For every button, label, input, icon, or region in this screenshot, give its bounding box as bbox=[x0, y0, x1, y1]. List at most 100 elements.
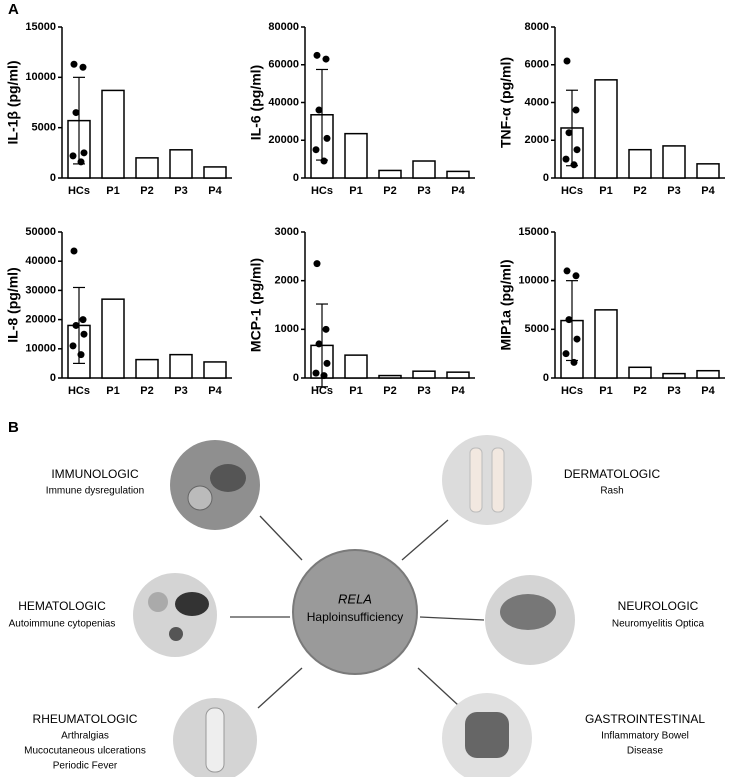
y-tick-label: 2000 bbox=[275, 275, 299, 287]
data-point bbox=[69, 152, 77, 160]
bar bbox=[446, 170, 470, 179]
x-tick-label: HCs bbox=[311, 385, 333, 397]
node-title: DERMATOLOGIC bbox=[564, 467, 661, 481]
bar bbox=[135, 358, 159, 379]
bar bbox=[628, 148, 652, 179]
data-point bbox=[70, 247, 78, 255]
bar bbox=[412, 370, 436, 379]
bar bbox=[344, 132, 368, 179]
panel-label: B bbox=[8, 419, 19, 436]
data-point bbox=[565, 316, 573, 324]
bar bbox=[169, 149, 193, 179]
x-tick-label: P1 bbox=[349, 185, 362, 197]
y-tick-label: 40000 bbox=[268, 96, 299, 108]
data-point bbox=[323, 134, 331, 142]
x-tick-label: HCs bbox=[561, 185, 583, 197]
node-text: Neuromyelitis Optica bbox=[612, 619, 705, 630]
y-tick-label: 20000 bbox=[268, 134, 299, 146]
connectors bbox=[230, 515, 485, 709]
icon-detail bbox=[469, 447, 483, 513]
data-point bbox=[69, 342, 77, 350]
y-tick-label: 0 bbox=[293, 372, 299, 384]
data-point bbox=[72, 321, 80, 329]
icon-detail bbox=[210, 464, 246, 492]
y-tick-label: 15000 bbox=[518, 226, 549, 238]
node-text: Arthralgias bbox=[61, 731, 109, 742]
y-tick-label: 10000 bbox=[25, 343, 56, 355]
bar bbox=[696, 163, 720, 179]
y-tick-label: 30000 bbox=[25, 284, 56, 296]
data-point bbox=[79, 316, 87, 324]
data-point bbox=[313, 260, 321, 268]
y-tick-label: 4000 bbox=[525, 96, 549, 108]
data-point bbox=[313, 51, 321, 59]
bar bbox=[101, 298, 125, 379]
x-tick-label: HCs bbox=[68, 185, 90, 197]
bar bbox=[628, 366, 652, 379]
icon-detail bbox=[491, 447, 505, 513]
bar bbox=[203, 166, 227, 179]
data-point bbox=[572, 106, 580, 114]
bar bbox=[662, 372, 686, 379]
data-point bbox=[320, 372, 328, 380]
data-point bbox=[312, 146, 320, 154]
y-tick-label: 0 bbox=[50, 172, 56, 184]
x-tick-label: P2 bbox=[633, 385, 646, 397]
data-point bbox=[70, 60, 78, 68]
connector bbox=[259, 515, 303, 561]
x-tick-label: P4 bbox=[701, 385, 715, 397]
y-axis-label: IL-8 (pg/ml) bbox=[5, 267, 21, 342]
x-tick-label: P3 bbox=[667, 385, 680, 397]
y-tick-label: 20000 bbox=[25, 314, 56, 326]
node-title: HEMATOLOGIC bbox=[18, 599, 106, 613]
data-point bbox=[79, 63, 87, 71]
data-point bbox=[323, 359, 331, 367]
icons bbox=[133, 435, 575, 782]
y-axis-label: MCP-1 (pg/ml) bbox=[248, 258, 264, 352]
y-tick-label: 8000 bbox=[525, 21, 549, 33]
node-text: Disease bbox=[627, 746, 664, 757]
x-tick-label: P2 bbox=[140, 385, 153, 397]
node-title: GASTROINTESTINAL bbox=[585, 712, 705, 726]
x-tick-label: P2 bbox=[383, 185, 396, 197]
connector bbox=[257, 667, 303, 709]
x-tick-label: P2 bbox=[633, 185, 646, 197]
data-point bbox=[315, 340, 323, 348]
bar bbox=[412, 160, 436, 179]
x-tick-label: P3 bbox=[667, 185, 680, 197]
data-point bbox=[562, 350, 570, 358]
x-tick-label: P3 bbox=[417, 185, 430, 197]
diagram: RELA Haploinsufficiency IMMUNOLOGIC Immu… bbox=[9, 435, 705, 782]
icon-detail bbox=[205, 707, 225, 773]
data-point bbox=[322, 55, 330, 63]
x-tick-label: P1 bbox=[599, 185, 612, 197]
bar bbox=[594, 79, 618, 179]
bar bbox=[101, 89, 125, 179]
node-title: NEUROLOGIC bbox=[618, 599, 699, 613]
node-text: Mucocutaneous ulcerations bbox=[24, 746, 146, 757]
bar bbox=[696, 369, 720, 379]
y-axis-label: TNF-α (pg/ml) bbox=[498, 57, 514, 148]
connector bbox=[417, 667, 459, 706]
data-point bbox=[570, 358, 578, 366]
icon bbox=[133, 573, 217, 657]
data-point bbox=[562, 155, 570, 163]
node-text: Periodic Fever bbox=[53, 761, 118, 772]
icon-detail bbox=[187, 485, 213, 511]
bar bbox=[662, 145, 686, 179]
x-tick-label: P3 bbox=[417, 385, 430, 397]
y-tick-label: 10000 bbox=[25, 71, 56, 83]
x-tick-label: P1 bbox=[106, 385, 119, 397]
y-tick-label: 60000 bbox=[268, 59, 299, 71]
bar bbox=[135, 157, 159, 179]
data-point bbox=[77, 158, 85, 166]
x-tick-label: P2 bbox=[140, 185, 153, 197]
data-point bbox=[320, 157, 328, 165]
y-tick-label: 1000 bbox=[275, 323, 299, 335]
panel-label: A bbox=[8, 1, 19, 18]
y-tick-label: 6000 bbox=[525, 59, 549, 71]
y-tick-label: 5000 bbox=[525, 323, 549, 335]
center-label: Haploinsufficiency bbox=[307, 610, 404, 624]
